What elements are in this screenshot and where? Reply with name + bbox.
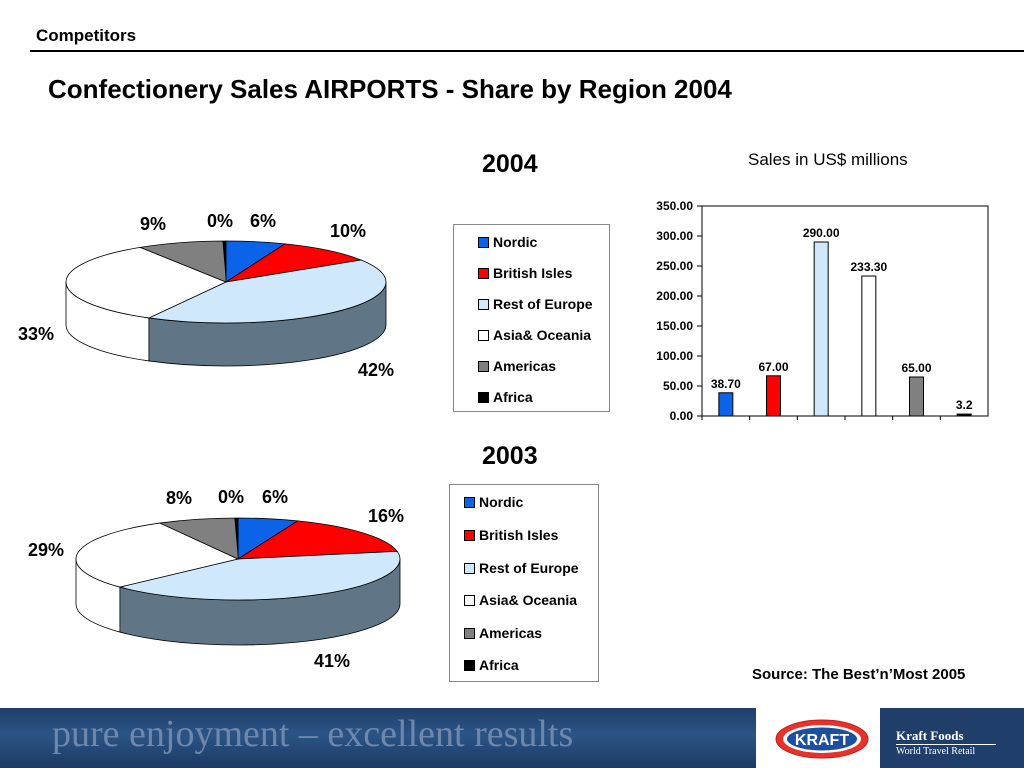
- pie-2003-label-americas: 8%: [166, 488, 193, 508]
- pie-2004-label-nordic: 6%: [250, 211, 277, 231]
- pie-2003-label-africa: 0%: [218, 487, 245, 507]
- slide-title: Confectionery Sales AIRPORTS - Share by …: [48, 74, 732, 104]
- pie-2004-label-asia-oceania: 33%: [18, 324, 55, 344]
- legend-swatch-asia-oceania: [464, 594, 475, 606]
- bar-value-label-asia-oceania: 233.30: [850, 260, 887, 274]
- bar-value-label-nordic: 38.70: [711, 377, 741, 391]
- bar-americas: [909, 376, 924, 417]
- bar-value-label-africa: 3.2: [956, 398, 973, 412]
- pie-2003-label-nordic: 6%: [262, 487, 289, 507]
- legend-label: Americas: [479, 625, 543, 641]
- bar-africa: [956, 413, 972, 417]
- pie-2003-slice-british-isles: [236, 520, 398, 560]
- legend-item-british-isles: British Isles: [464, 527, 558, 543]
- legend-label: Rest of Europe: [493, 296, 593, 312]
- legend-swatch-americas: [478, 360, 489, 372]
- pie-2003-slice-rest-of-europe: [119, 550, 401, 601]
- pie-2003-label-asia-oceania: 29%: [28, 540, 65, 560]
- header-divider: [30, 50, 1024, 52]
- legend-item-asia-oceania: Asia& Oceania: [464, 592, 577, 608]
- legend-swatch-rest-of-europe: [478, 298, 489, 310]
- pie-2004-slice-africa: [222, 241, 226, 282]
- pie-2004-title: 2004: [482, 150, 538, 178]
- pie-2003-legend: Nordic British Isles Rest of Europe Asia…: [449, 484, 599, 682]
- pie-2004-label-americas: 9%: [140, 214, 167, 234]
- y-tick-label: 100.00: [656, 349, 693, 363]
- y-tick-label: 50.00: [663, 379, 693, 393]
- kraft-logo-text: KRAFT: [795, 732, 849, 749]
- legend-label: Asia& Oceania: [479, 592, 578, 608]
- pie-2004-slice-british-isles: [225, 243, 363, 283]
- legend-label: Asia& Oceania: [493, 327, 592, 343]
- legend-label: Americas: [493, 358, 557, 374]
- legend-label: Africa: [493, 389, 533, 405]
- legend-item-rest-of-europe: Rest of Europe: [464, 560, 579, 576]
- pie-2004-label-british-isles: 10%: [330, 221, 367, 241]
- bar-british-isles: [766, 375, 781, 417]
- legend-label: British Isles: [493, 265, 573, 281]
- y-tick-label: 350.00: [656, 199, 693, 213]
- y-tick-label: 200.00: [656, 289, 693, 303]
- legend-item-british-isles: British Isles: [478, 265, 572, 281]
- y-tick-label: 150.00: [656, 319, 693, 333]
- kraft-logo: KRAFT: [775, 719, 869, 759]
- source-note: Source: The Best’n’Most 2005: [752, 666, 966, 683]
- pie-2003-slice-asia-oceania: [75, 522, 240, 588]
- legend-item-africa: Africa: [464, 657, 519, 673]
- pie-2004-slice-asia-oceania: [65, 246, 228, 319]
- pie-2003-title: 2003: [482, 442, 538, 470]
- legend-swatch-americas: [464, 627, 475, 639]
- legend-item-rest-of-europe: Rest of Europe: [478, 296, 593, 312]
- bar-value-label-americas: 65.00: [901, 361, 931, 375]
- legend-item-asia-oceania: Asia& Oceania: [478, 327, 591, 343]
- footer-tagline: pure enjoyment – excellent results: [52, 713, 574, 755]
- pie-2004-label-rest-of-europe: 42%: [358, 360, 395, 380]
- bar-value-label-british-isles: 67.00: [758, 360, 788, 374]
- legend-swatch-nordic: [464, 496, 475, 508]
- bar-plot-area: [701, 205, 989, 417]
- pie-2004-slice-rest-of-europe: [147, 259, 387, 324]
- legend-swatch-africa: [464, 659, 475, 671]
- pie-2003-slice-africa: [234, 518, 238, 559]
- bar-rest-of-europe: [813, 241, 829, 417]
- legend-item-nordic: Nordic: [464, 494, 523, 510]
- bar-asia-oceania: [861, 275, 877, 417]
- legend-label: Rest of Europe: [479, 560, 579, 576]
- legend-label: Nordic: [479, 494, 524, 510]
- kraft-foods-rule: [896, 744, 996, 745]
- legend-label: Africa: [479, 657, 519, 673]
- bar-nordic: [718, 392, 734, 417]
- legend-swatch-africa: [478, 391, 489, 403]
- y-tick-label: 300.00: [656, 229, 693, 243]
- legend-swatch-british-isles: [464, 529, 475, 541]
- section-label: Competitors: [36, 26, 137, 45]
- legend-item-americas: Americas: [478, 358, 556, 374]
- bar-value-label-rest-of-europe: 290.00: [803, 226, 840, 240]
- kraft-foods-block: [880, 708, 1024, 768]
- legend-label: British Isles: [479, 527, 559, 543]
- kraft-foods-subtitle: World Travel Retail: [896, 746, 976, 757]
- legend-label: Nordic: [493, 234, 538, 250]
- pie-2004-label-africa: 0%: [207, 211, 234, 231]
- kraft-foods-name: Kraft Foods: [896, 728, 964, 743]
- legend-swatch-british-isles: [478, 267, 489, 279]
- legend-swatch-rest-of-europe: [464, 562, 475, 574]
- legend-item-nordic: Nordic: [478, 234, 537, 250]
- bar-chart-caption: Sales in US$ millions: [748, 150, 908, 169]
- y-tick-label: 250.00: [656, 259, 693, 273]
- bar-chart-sales: 0.00 50.00 100.00 150.00 200.00 250.00 300.00 3…: [656, 199, 989, 423]
- pie-2003-label-rest-of-europe: 41%: [314, 651, 351, 671]
- y-tick-label: 0.00: [670, 409, 694, 423]
- pie-2003-slice-americas: [158, 517, 239, 560]
- legend-swatch-nordic: [478, 236, 489, 248]
- pie-2004-legend: Nordic British Isles Rest of Europe Asia…: [453, 224, 610, 412]
- legend-swatch-asia-oceania: [478, 329, 489, 341]
- legend-item-africa: Africa: [478, 389, 533, 405]
- pie-2003-label-british-isles: 16%: [368, 506, 405, 526]
- legend-item-americas: Americas: [464, 625, 542, 641]
